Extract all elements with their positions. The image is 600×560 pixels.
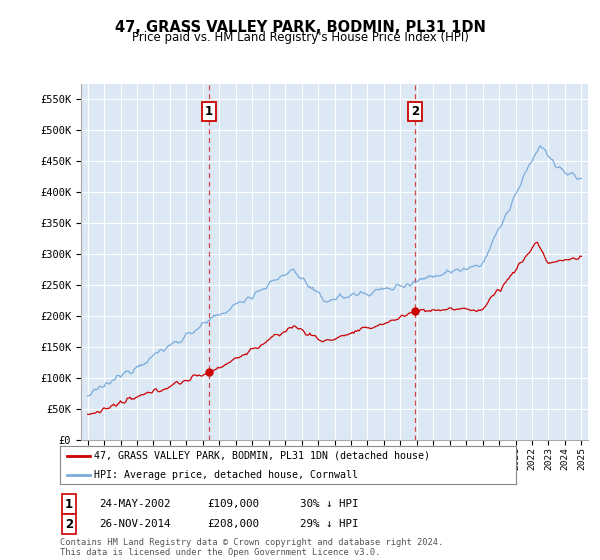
Text: 1: 1 bbox=[205, 105, 213, 118]
Text: £109,000: £109,000 bbox=[207, 499, 259, 509]
Text: 26-NOV-2014: 26-NOV-2014 bbox=[99, 519, 170, 529]
Text: 30% ↓ HPI: 30% ↓ HPI bbox=[300, 499, 359, 509]
Text: 2: 2 bbox=[65, 517, 73, 531]
Text: 47, GRASS VALLEY PARK, BODMIN, PL31 1DN: 47, GRASS VALLEY PARK, BODMIN, PL31 1DN bbox=[115, 20, 485, 35]
Text: 1: 1 bbox=[65, 497, 73, 511]
Text: HPI: Average price, detached house, Cornwall: HPI: Average price, detached house, Corn… bbox=[94, 470, 358, 480]
Text: 24-MAY-2002: 24-MAY-2002 bbox=[99, 499, 170, 509]
Text: 47, GRASS VALLEY PARK, BODMIN, PL31 1DN (detached house): 47, GRASS VALLEY PARK, BODMIN, PL31 1DN … bbox=[94, 451, 430, 461]
Text: £208,000: £208,000 bbox=[207, 519, 259, 529]
Text: Price paid vs. HM Land Registry's House Price Index (HPI): Price paid vs. HM Land Registry's House … bbox=[131, 31, 469, 44]
Text: Contains HM Land Registry data © Crown copyright and database right 2024.
This d: Contains HM Land Registry data © Crown c… bbox=[60, 538, 443, 557]
Text: 29% ↓ HPI: 29% ↓ HPI bbox=[300, 519, 359, 529]
Text: 2: 2 bbox=[411, 105, 419, 118]
